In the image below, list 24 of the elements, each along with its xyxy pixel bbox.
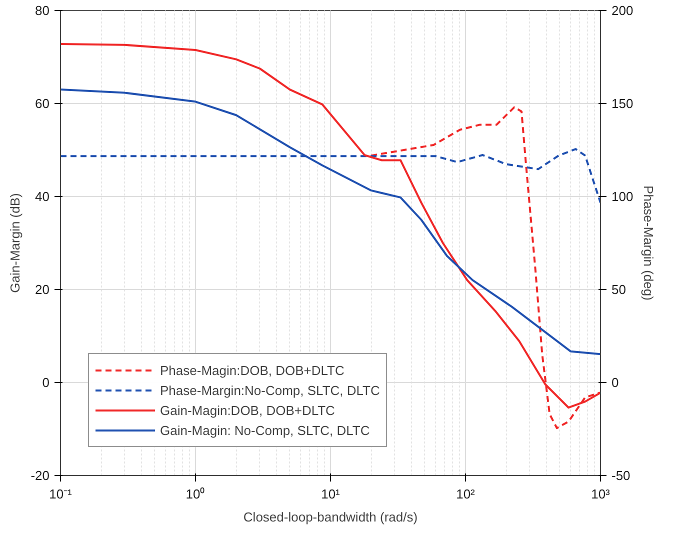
x-tick-label: 10³ — [591, 486, 611, 502]
x-tick-label: 10⁻¹ — [49, 486, 73, 502]
y2-axis-title: Phase-Margin (deg) — [641, 186, 656, 300]
y-tick-label: -20 — [30, 468, 50, 483]
y2-tick-label: 150 — [612, 96, 634, 111]
legend-label: Gain-Magin: No-Comp, SLTC, DLTC — [160, 422, 370, 438]
y-axis-title: Gain-Margin (dB) — [8, 193, 23, 293]
y-tick-label: 80 — [35, 3, 50, 18]
legend-label: Phase-Magin:DOB, DOB+DLTC — [160, 362, 344, 378]
y-tick-label: 60 — [35, 96, 50, 111]
x-tick-label: 10⁰ — [186, 486, 206, 502]
x-tick-label: 10¹ — [321, 486, 341, 502]
legend-label: Gain-Magin:DOB, DOB+DLTC — [160, 402, 335, 418]
y2-tick-label: 200 — [612, 3, 634, 18]
y2-tick-label: 0 — [612, 375, 619, 390]
y2-tick-label: -50 — [612, 468, 630, 483]
y-tick-label: 0 — [42, 375, 50, 390]
y-tick-label: 40 — [35, 189, 50, 204]
legend-label: Phase-Margin:No-Comp, SLTC, DLTC — [160, 382, 380, 398]
y-tick-label: 20 — [35, 282, 50, 297]
y2-tick-label: 50 — [612, 282, 626, 297]
x-tick-label: 10² — [456, 486, 476, 502]
x-axis-title: Closed-loop-bandwidth (rad/s) — [243, 510, 418, 524]
y2-tick-label: 100 — [612, 189, 634, 204]
